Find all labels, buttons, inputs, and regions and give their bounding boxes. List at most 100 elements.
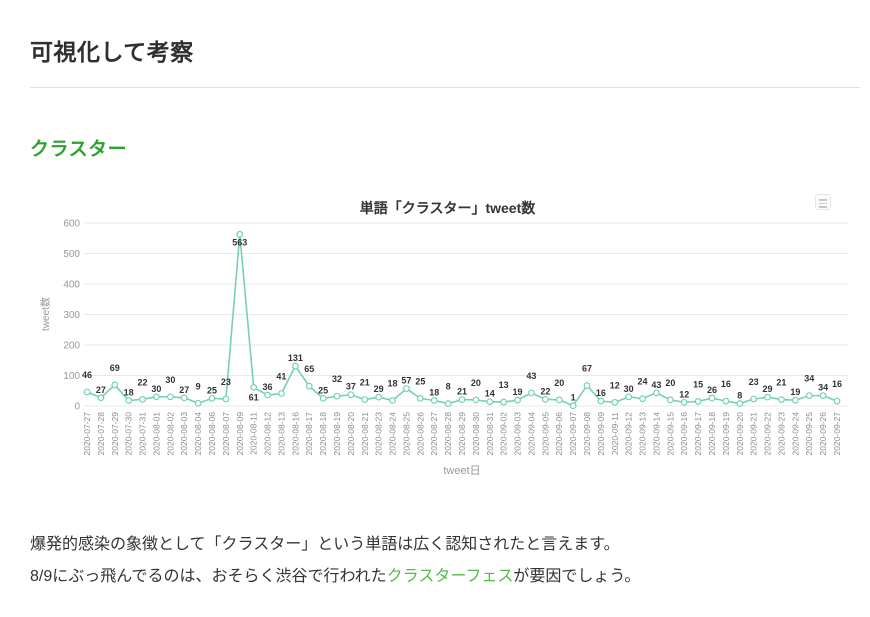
svg-text:2020-08-21: 2020-08-21 (360, 412, 370, 456)
paragraph-line1: 爆発的感染の象徴として「クラスター」という単語は広く認知されたと言えます。 (30, 536, 620, 553)
chart-title: 単語「クラスター」tweet数 (359, 200, 536, 216)
svg-text:8: 8 (446, 382, 451, 392)
svg-text:20: 20 (554, 378, 564, 388)
svg-text:19: 19 (513, 387, 523, 397)
svg-text:65: 65 (304, 364, 314, 374)
svg-text:67: 67 (582, 364, 592, 374)
svg-text:2020-07-28: 2020-07-28 (96, 412, 106, 456)
svg-text:30: 30 (624, 384, 634, 394)
chart-svg: 0100200300400500600tweet数462769182230302… (40, 219, 848, 477)
svg-text:22: 22 (540, 386, 550, 396)
svg-text:2020-09-24: 2020-09-24 (790, 412, 800, 456)
svg-text:2020-09-17: 2020-09-17 (693, 412, 703, 456)
paragraph-line2-after: が要因でしょう。 (513, 568, 641, 585)
svg-text:69: 69 (110, 363, 120, 373)
svg-text:600: 600 (63, 219, 80, 230)
svg-text:2020-08-31: 2020-08-31 (485, 412, 495, 456)
svg-text:2020-08-06: 2020-08-06 (207, 412, 217, 456)
svg-text:18: 18 (388, 379, 398, 389)
svg-text:2020-09-27: 2020-09-27 (832, 412, 842, 456)
svg-text:16: 16 (832, 379, 842, 389)
svg-text:43: 43 (526, 371, 536, 381)
svg-text:2020-08-23: 2020-08-23 (374, 412, 384, 456)
svg-text:563: 563 (232, 237, 247, 247)
svg-text:2020-08-11: 2020-08-11 (249, 412, 259, 455)
svg-text:27: 27 (96, 385, 106, 395)
svg-text:2020-09-21: 2020-09-21 (749, 412, 759, 456)
tweet-count-chart: 単語「クラスター」tweet数 0 100 200 300 400 500 600 tweet… (40, 188, 855, 488)
svg-text:2020-09-04: 2020-09-04 (526, 412, 536, 456)
svg-text:2020-09-14: 2020-09-14 (651, 412, 661, 456)
svg-text:57: 57 (401, 376, 411, 386)
svg-text:2020-08-27: 2020-08-27 (429, 412, 439, 456)
svg-text:2020-09-13: 2020-09-13 (638, 412, 648, 456)
svg-text:43: 43 (651, 380, 661, 390)
svg-text:2020-07-31: 2020-07-31 (138, 412, 148, 456)
svg-text:18: 18 (429, 388, 439, 398)
svg-text:300: 300 (63, 310, 80, 321)
svg-text:20: 20 (665, 378, 675, 388)
svg-text:25: 25 (415, 376, 425, 386)
svg-text:2020-08-25: 2020-08-25 (401, 412, 411, 456)
svg-text:2020-08-12: 2020-08-12 (263, 412, 273, 456)
paragraph-line2-before: 8/9にぶっ飛んでるのは、おそらく渋谷で行われた (30, 568, 387, 585)
svg-text:2020-08-26: 2020-08-26 (415, 412, 425, 456)
svg-text:2020-09-02: 2020-09-02 (499, 412, 509, 456)
svg-text:29: 29 (374, 384, 384, 394)
svg-text:2020-09-07: 2020-09-07 (568, 412, 578, 456)
svg-text:25: 25 (318, 385, 328, 395)
svg-text:200: 200 (63, 341, 80, 352)
svg-text:14: 14 (485, 389, 495, 399)
svg-text:131: 131 (288, 353, 303, 363)
svg-text:2020-09-26: 2020-09-26 (818, 412, 828, 456)
svg-text:21: 21 (776, 378, 786, 388)
svg-text:100: 100 (63, 371, 80, 382)
svg-text:8: 8 (737, 391, 742, 401)
svg-text:12: 12 (610, 380, 620, 390)
svg-text:46: 46 (82, 370, 92, 380)
svg-text:2020-08-19: 2020-08-19 (332, 412, 342, 456)
cluster-fes-link[interactable]: クラスターフェス (386, 568, 514, 585)
svg-text:500: 500 (63, 249, 80, 260)
svg-text:20: 20 (471, 378, 481, 388)
svg-text:30: 30 (151, 384, 161, 394)
svg-text:9: 9 (196, 381, 201, 391)
svg-text:1: 1 (571, 393, 576, 403)
svg-text:21: 21 (457, 387, 467, 397)
svg-text:2020-08-29: 2020-08-29 (457, 412, 467, 456)
svg-text:2020-08-16: 2020-08-16 (290, 412, 300, 456)
svg-text:15: 15 (693, 379, 703, 389)
svg-text:23: 23 (221, 377, 231, 387)
analysis-paragraph: 爆発的感染の象徴として「クラスター」という単語は広く認知されたと言えます。 8/9… (30, 529, 850, 593)
svg-text:30: 30 (165, 375, 175, 385)
svg-text:2020-09-18: 2020-09-18 (707, 412, 717, 456)
svg-text:0: 0 (74, 402, 80, 413)
svg-text:2020-09-03: 2020-09-03 (513, 412, 523, 456)
svg-text:2020-08-30: 2020-08-30 (471, 412, 481, 456)
svg-text:2020-09-22: 2020-09-22 (763, 412, 773, 456)
svg-text:2020-08-24: 2020-08-24 (388, 412, 398, 456)
svg-text:16: 16 (721, 379, 731, 389)
svg-text:34: 34 (804, 374, 814, 384)
svg-text:2020-09-12: 2020-09-12 (624, 412, 634, 456)
svg-text:2020-09-20: 2020-09-20 (735, 412, 745, 456)
subsection-heading: クラスター (30, 139, 128, 160)
svg-text:2020-09-05: 2020-09-05 (540, 412, 550, 456)
svg-text:41: 41 (276, 371, 286, 381)
svg-text:2020-07-27: 2020-07-27 (82, 412, 92, 456)
svg-text:2020-09-16: 2020-09-16 (679, 412, 689, 456)
svg-text:23: 23 (749, 377, 759, 387)
svg-text:25: 25 (207, 385, 217, 395)
svg-text:2020-08-09: 2020-08-09 (235, 412, 245, 456)
chart-context-menu-button[interactable] (815, 194, 831, 210)
svg-text:2020-09-11: 2020-09-11 (610, 412, 620, 455)
svg-text:29: 29 (763, 384, 773, 394)
svg-text:21: 21 (360, 378, 370, 388)
svg-text:2020-08-28: 2020-08-28 (443, 412, 453, 456)
svg-text:2020-08-01: 2020-08-01 (151, 412, 161, 456)
svg-text:26: 26 (707, 385, 717, 395)
x-axis-title: tweet日 (443, 465, 480, 477)
svg-text:2020-09-23: 2020-09-23 (776, 412, 786, 456)
section-heading: 可視化して考察 (30, 33, 860, 89)
